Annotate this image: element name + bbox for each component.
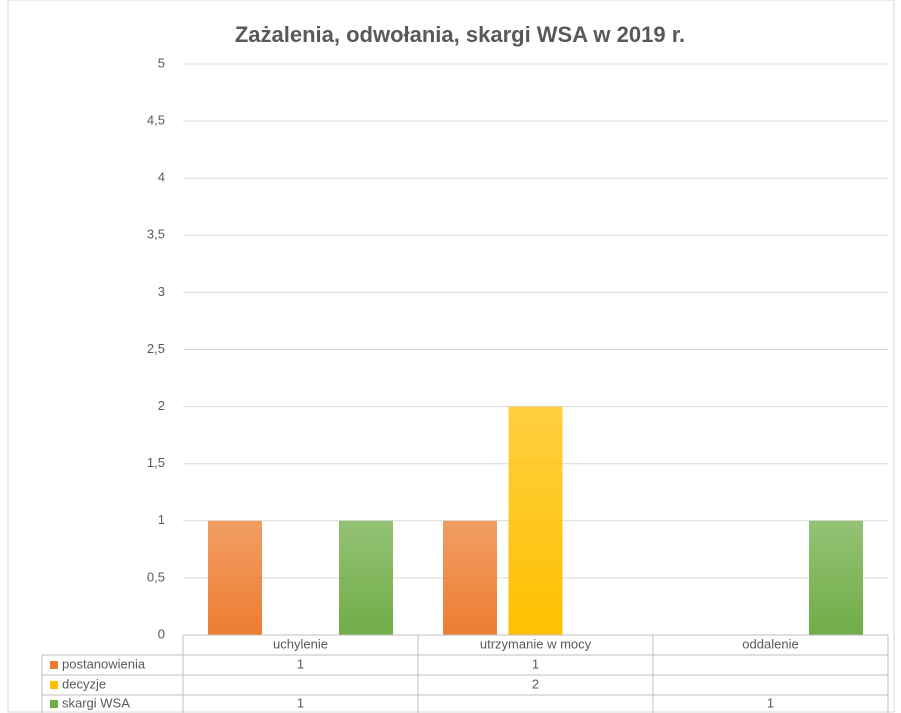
y-tick-label: 3,5 bbox=[147, 227, 165, 242]
chart-frame bbox=[7, 0, 895, 713]
x-tick-label: uchylenie bbox=[273, 636, 328, 651]
x-tick-label: utrzymanie w mocy bbox=[480, 636, 592, 651]
table-value: 1 bbox=[767, 695, 774, 710]
y-tick-label: 0 bbox=[158, 626, 165, 641]
y-tick-label: 3 bbox=[158, 284, 165, 299]
y-tick-label: 0,5 bbox=[147, 569, 165, 584]
y-tick-label: 4,5 bbox=[147, 113, 165, 128]
bar bbox=[508, 406, 563, 635]
table-value: 1 bbox=[297, 656, 304, 671]
bar bbox=[443, 520, 497, 635]
y-tick-label: 2,5 bbox=[147, 341, 165, 356]
table-value: 2 bbox=[532, 676, 539, 691]
legend-label: skargi WSA bbox=[62, 695, 130, 710]
chart-title: Zażalenia, odwołania, skargi WSA w 2019 … bbox=[235, 22, 685, 47]
legend-label: postanowienia bbox=[62, 656, 146, 671]
legend-swatch bbox=[50, 661, 58, 669]
legend-swatch bbox=[50, 681, 58, 689]
y-tick-label: 2 bbox=[158, 398, 165, 413]
y-tick-label: 1,5 bbox=[147, 455, 165, 470]
bar bbox=[208, 520, 262, 635]
y-tick-label: 4 bbox=[158, 170, 165, 185]
table-value: 1 bbox=[297, 695, 304, 710]
bar bbox=[809, 520, 863, 635]
table-value: 1 bbox=[532, 656, 539, 671]
x-tick-label: oddalenie bbox=[742, 636, 798, 651]
y-tick-label: 1 bbox=[158, 512, 165, 527]
legend-swatch bbox=[50, 700, 58, 708]
y-tick-label: 5 bbox=[158, 55, 165, 70]
bar bbox=[339, 520, 393, 635]
legend-label: decyzje bbox=[62, 676, 106, 691]
